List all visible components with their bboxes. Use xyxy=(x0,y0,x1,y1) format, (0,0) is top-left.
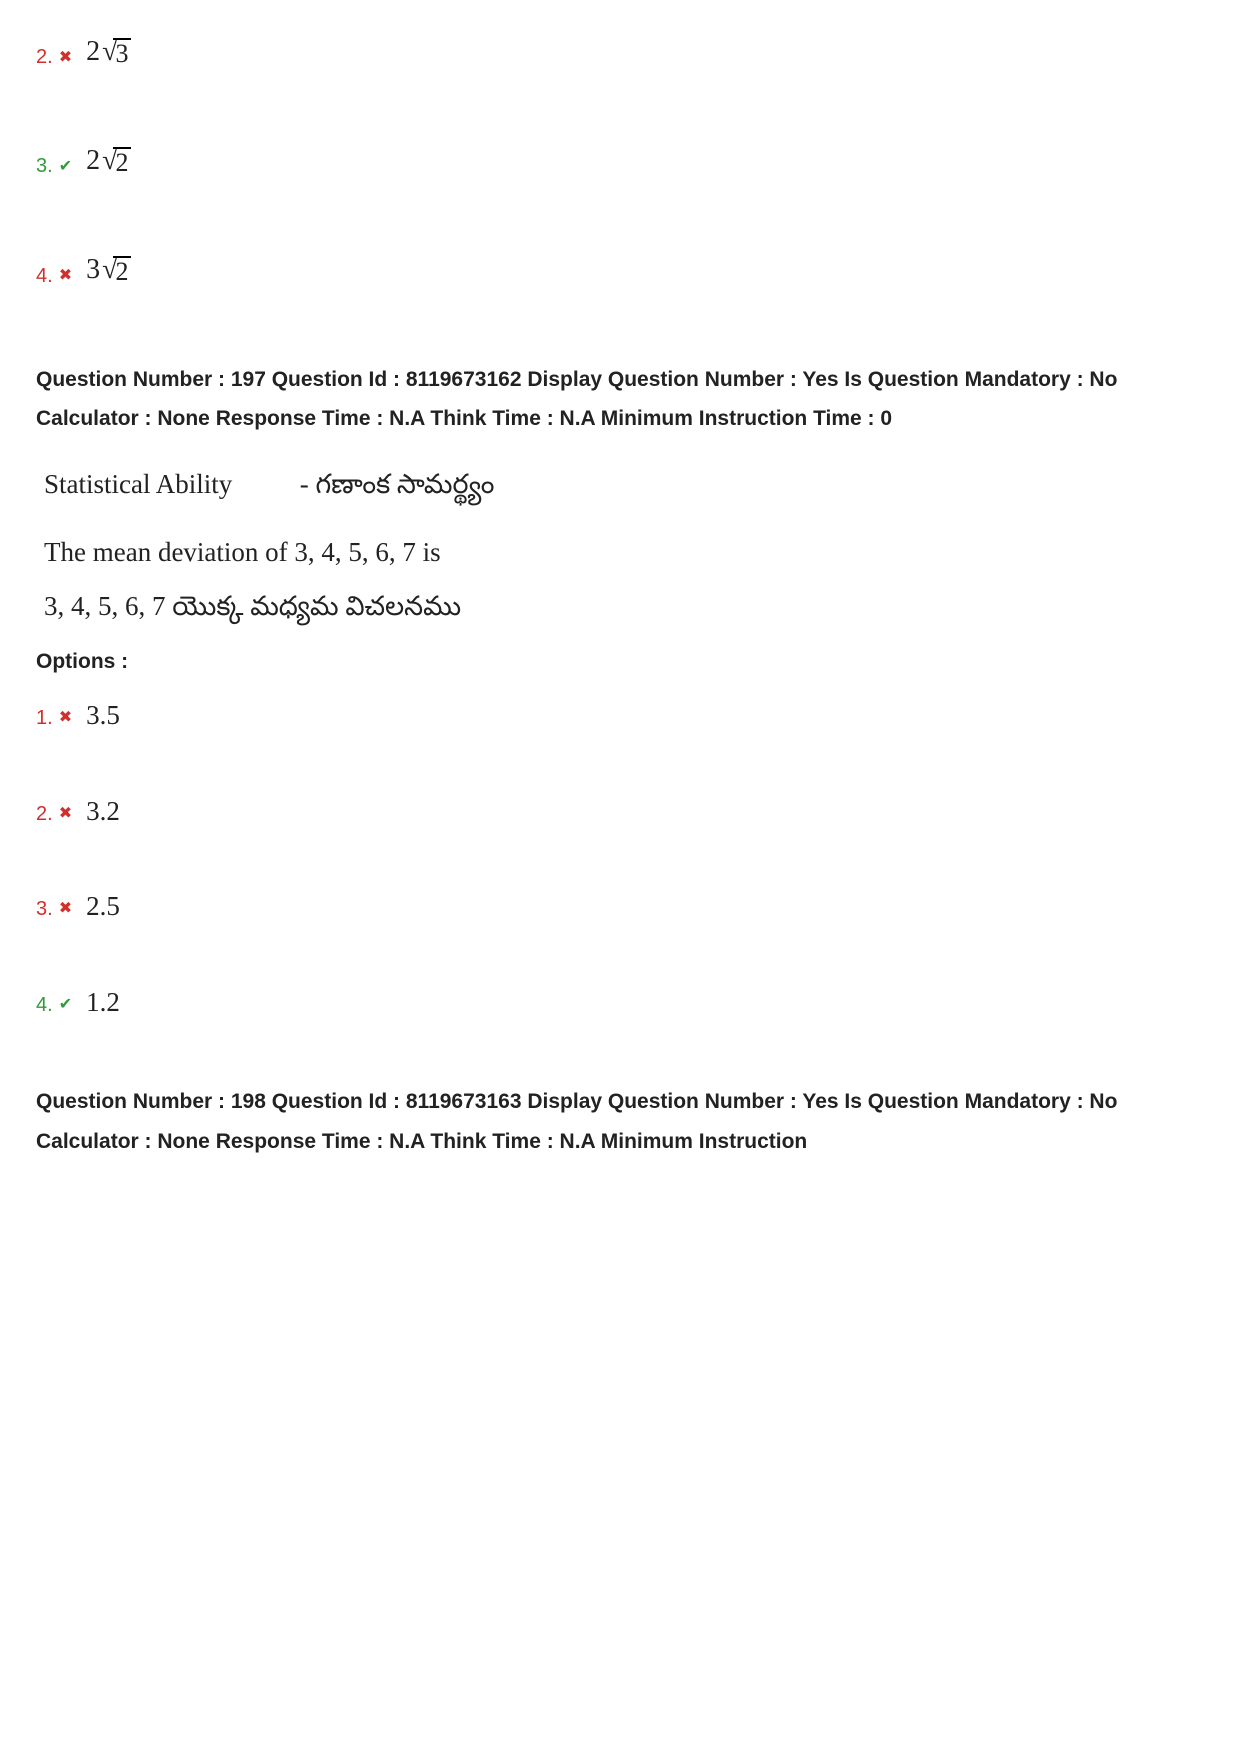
coef: 2 xyxy=(86,32,100,71)
option-row: 1. ✖ 3.5 xyxy=(36,697,1204,735)
option-row: 2. ✖ 3.2 xyxy=(36,793,1204,831)
option-number: 4. xyxy=(36,991,53,1019)
question-header: Question Number : 198 Question Id : 8119… xyxy=(36,1082,1204,1162)
option-number: 1. xyxy=(36,704,53,732)
option-math: 2 √ 3 xyxy=(86,32,131,71)
option-number: 2. xyxy=(36,800,53,828)
cross-icon: ✖ xyxy=(59,707,72,729)
question-line: Statistical Ability - గణాంక సామర్థ్యం xyxy=(44,457,1204,511)
question-line: 3, 4, 5, 6, 7 యొక్క మధ్యమ విచలనము xyxy=(44,579,1204,633)
radicand: 2 xyxy=(113,147,131,178)
radicand: 3 xyxy=(113,38,131,69)
question-text: Statistical Ability - గణాంక సామర్థ్యం Th… xyxy=(44,457,1204,633)
prev-options-block: 2. ✖ 2 √ 3 3. ✔ 2 √ 2 4. ✖ 3 √ 2 xyxy=(36,32,1204,290)
option-number: 3. xyxy=(36,895,53,923)
option-number: 2. xyxy=(36,43,53,71)
prev-option-row: 2. ✖ 2 √ 3 xyxy=(36,32,1204,71)
option-row: 4. ✔ 1.2 xyxy=(36,984,1204,1022)
q197-options-block: 1. ✖ 3.5 2. ✖ 3.2 3. ✖ 2.5 4. ✔ 1.2 xyxy=(36,697,1204,1022)
coef: 3 xyxy=(86,250,100,289)
question-header: Question Number : 197 Question Id : 8119… xyxy=(36,360,1204,440)
coef: 2 xyxy=(86,141,100,180)
option-value: 3.5 xyxy=(86,697,120,735)
option-value: 3.2 xyxy=(86,793,120,831)
cross-icon: ✖ xyxy=(59,803,72,825)
radicand: 2 xyxy=(113,256,131,287)
option-number: 4. xyxy=(36,262,53,290)
cross-icon: ✖ xyxy=(59,47,72,69)
option-math: 3 √ 2 xyxy=(86,250,131,289)
prev-option-row: 3. ✔ 2 √ 2 xyxy=(36,141,1204,180)
sqrt: √ 2 xyxy=(102,147,131,178)
option-number: 3. xyxy=(36,152,53,180)
option-math: 2 √ 2 xyxy=(86,141,131,180)
options-label: Options : xyxy=(36,647,1204,676)
question-line: The mean deviation of 3, 4, 5, 6, 7 is xyxy=(44,525,1204,579)
prev-option-row: 4. ✖ 3 √ 2 xyxy=(36,250,1204,289)
check-icon: ✔ xyxy=(59,156,72,178)
cross-icon: ✖ xyxy=(59,898,72,920)
check-icon: ✔ xyxy=(59,994,72,1016)
option-row: 3. ✖ 2.5 xyxy=(36,888,1204,926)
cross-icon: ✖ xyxy=(59,265,72,287)
option-value: 2.5 xyxy=(86,888,120,926)
sqrt: √ 2 xyxy=(102,256,131,287)
option-value: 1.2 xyxy=(86,984,120,1022)
sqrt: √ 3 xyxy=(102,38,131,69)
